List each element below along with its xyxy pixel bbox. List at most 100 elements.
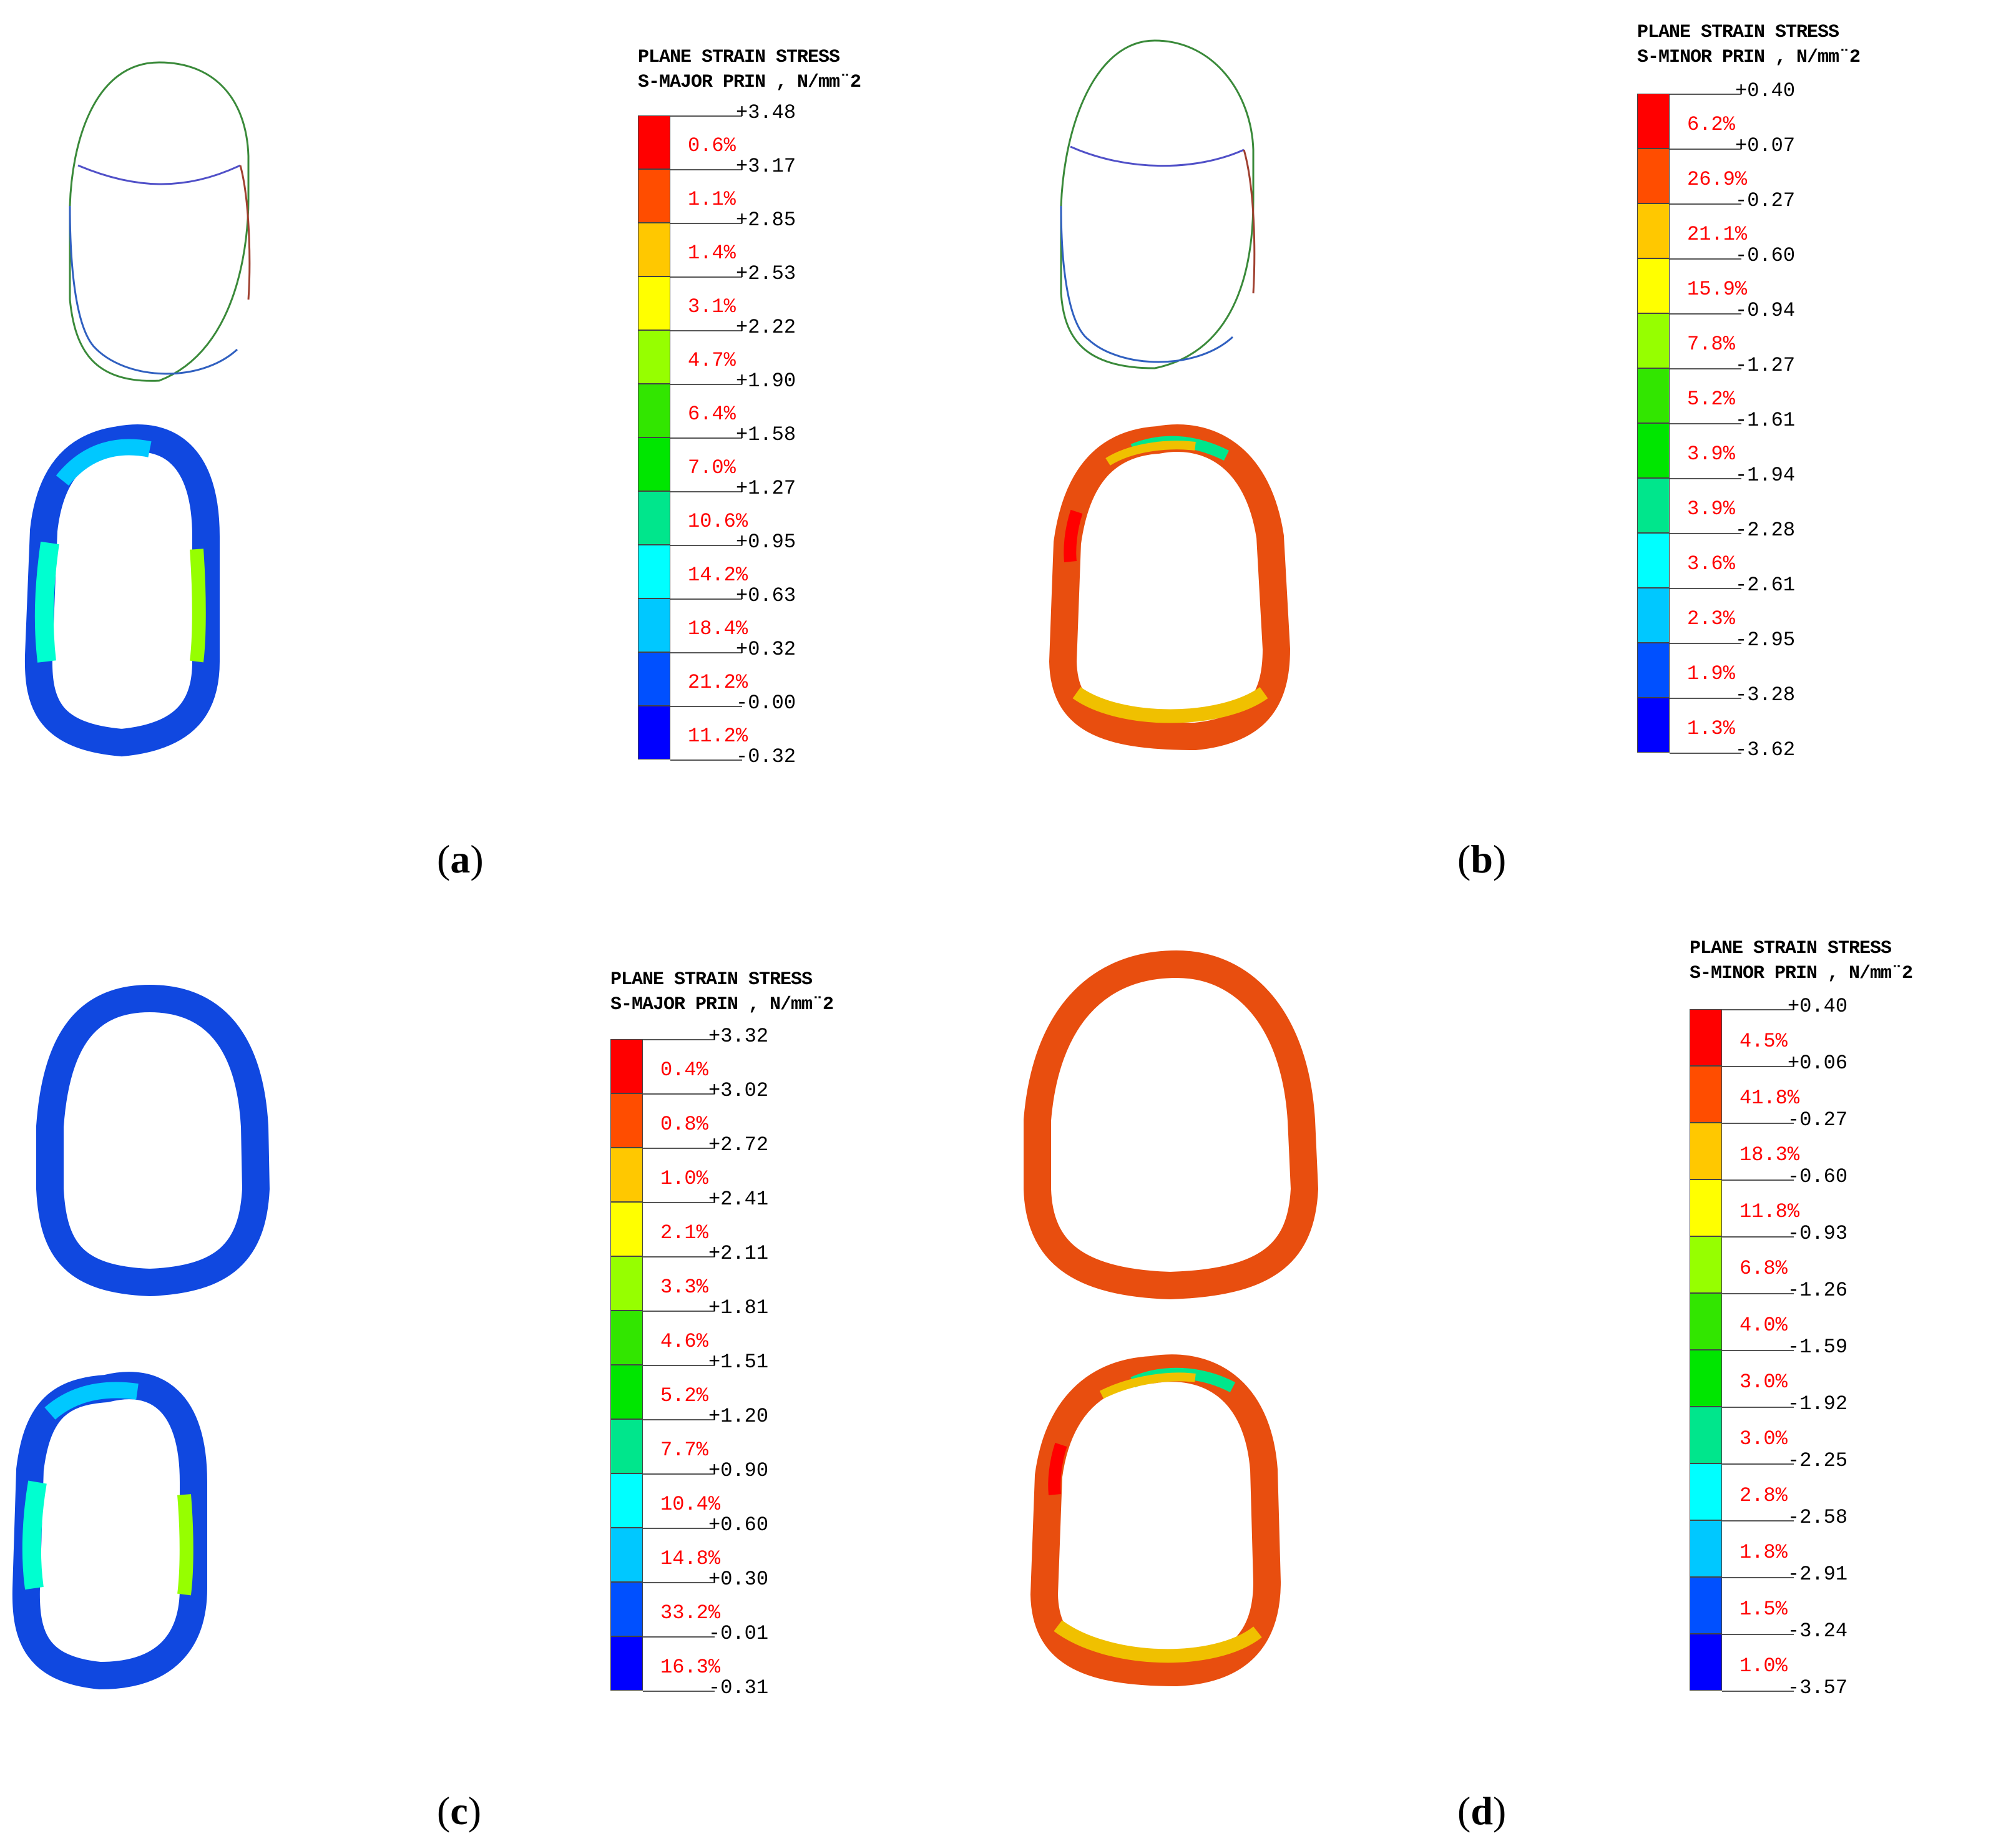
legend-band [610,1365,643,1419]
legend-percent: 15.9% [1687,278,1748,301]
legend-value: +2.22 [736,316,796,339]
legend-percent: 0.4% [660,1058,708,1082]
legend-tick [1670,588,1741,589]
legend-value: -0.27 [1735,189,1796,212]
legend-title-line1: PLANE STRAIN STRESS [1690,938,1892,959]
legend-tick [643,1582,715,1583]
legend-value: +0.90 [708,1459,769,1482]
tunnel-diagram-b [1049,39,1291,751]
legend-value: +3.48 [736,101,796,124]
legend-percent: 0.6% [688,134,736,157]
legend-percent: 5.2% [660,1384,708,1407]
legend-title-line1: PLANE STRAIN STRESS [638,47,840,68]
legend-value: -1.92 [1788,1392,1848,1415]
legend-tick [670,223,742,224]
legend-value: +1.27 [736,477,796,500]
legend-tick [670,759,742,761]
legend-percent: 5.2% [1687,388,1735,411]
legend-value: -2.61 [1735,574,1796,597]
legend-tick [1722,1520,1794,1521]
legend-band [1637,478,1670,533]
legend-tick [1722,1236,1794,1238]
legend-percent: 1.1% [688,188,736,211]
legend-value: +2.53 [736,262,796,285]
legend-tick [1722,1293,1794,1294]
legend-percent: 14.2% [688,564,748,587]
legend-value: -2.28 [1735,519,1796,542]
legend-percent: 1.9% [1687,662,1735,685]
legend-tick [670,545,742,546]
legend-value: +1.20 [708,1405,769,1428]
legend-percent: 3.0% [1740,1370,1788,1394]
legend-value: +3.32 [708,1025,769,1048]
legend-value: -0.31 [708,1676,769,1699]
legend-percent: 7.0% [688,456,736,479]
panel-caption: (a) [437,837,484,881]
legend-percent: 1.8% [1740,1540,1788,1564]
legend-band [1637,368,1670,423]
legend-title: PLANE STRAIN STRESS S-MINOR PRIN , N/mm¨… [1637,20,1861,70]
legend-tick [1670,478,1741,479]
legend-percent: 6.4% [688,403,736,426]
legend-band [1690,1066,1722,1123]
excavation-outline [69,61,250,382]
legend-band [638,223,670,276]
tunnel-diagram-d [1024,950,1319,1687]
legend-value: +0.32 [736,638,796,661]
legend-tick [670,115,742,117]
legend-value: +2.85 [736,208,796,232]
legend-band [1637,313,1670,368]
legend-value: -0.94 [1735,299,1796,322]
tunnel-diagram-a [24,61,251,757]
lining-major-stress [24,424,220,757]
legend-percent: 4.5% [1740,1029,1788,1053]
legend-percent: 14.8% [660,1546,721,1570]
legend-value: +0.63 [736,584,796,607]
legend-value: -1.59 [1788,1336,1848,1359]
legend-tick [1722,1691,1794,1692]
legend-tick [670,706,742,707]
legend-band [638,545,670,598]
legend-band [1690,1407,1722,1463]
legend-tick [643,1256,715,1257]
legend-band [1690,1179,1722,1236]
legend-title-line2: S-MAJOR PRIN , N/mm¨2 [638,72,861,93]
legend-percent: 2.1% [660,1221,708,1244]
legend-value: +1.90 [736,369,796,393]
legend-value: -3.24 [1788,1619,1848,1643]
legend-tick [1670,533,1741,534]
panel-caption: (d) [1457,1789,1507,1833]
legend-percent: 10.4% [660,1492,721,1516]
legend-percent: 2.3% [1687,607,1735,630]
legend-value: -0.27 [1788,1108,1848,1131]
legend-tick [670,598,742,600]
legend-band [610,1473,643,1528]
legend-percent: 0.8% [660,1112,708,1136]
legend-band [638,491,670,545]
legend-title-line2: S-MAJOR PRIN , N/mm¨2 [610,994,834,1015]
legend-tick [1670,149,1741,150]
legend-percent: 4.7% [688,349,736,372]
legend-value: +0.07 [1735,134,1796,157]
legend-tick [1722,1009,1794,1010]
legend-value: +3.17 [736,155,796,178]
legend-band [638,384,670,437]
legend-value: -3.57 [1788,1676,1848,1699]
legend-tick [670,276,742,278]
legend-value: -0.60 [1788,1165,1848,1188]
legend-value: -0.93 [1788,1222,1848,1245]
legend-percent: 18.3% [1740,1143,1800,1166]
legend-tick [1722,1123,1794,1124]
legend-value: +0.95 [736,530,796,554]
legend-tick [643,1365,715,1366]
legend-tick [643,1528,715,1529]
legend-title-line1: PLANE STRAIN STRESS [610,969,813,990]
legend-tick [670,384,742,385]
legend-tick [643,1093,715,1095]
legend-band [1690,1520,1722,1577]
legend-percent: 6.2% [1687,113,1735,136]
legend-band [1690,1293,1722,1350]
legend-value: +1.51 [708,1350,769,1374]
panel-a: PLANE STRAIN STRESS S-MAJOR PRIN , N/mm¨… [0,0,1008,921]
lining-inner-minor [1030,1354,1281,1687]
